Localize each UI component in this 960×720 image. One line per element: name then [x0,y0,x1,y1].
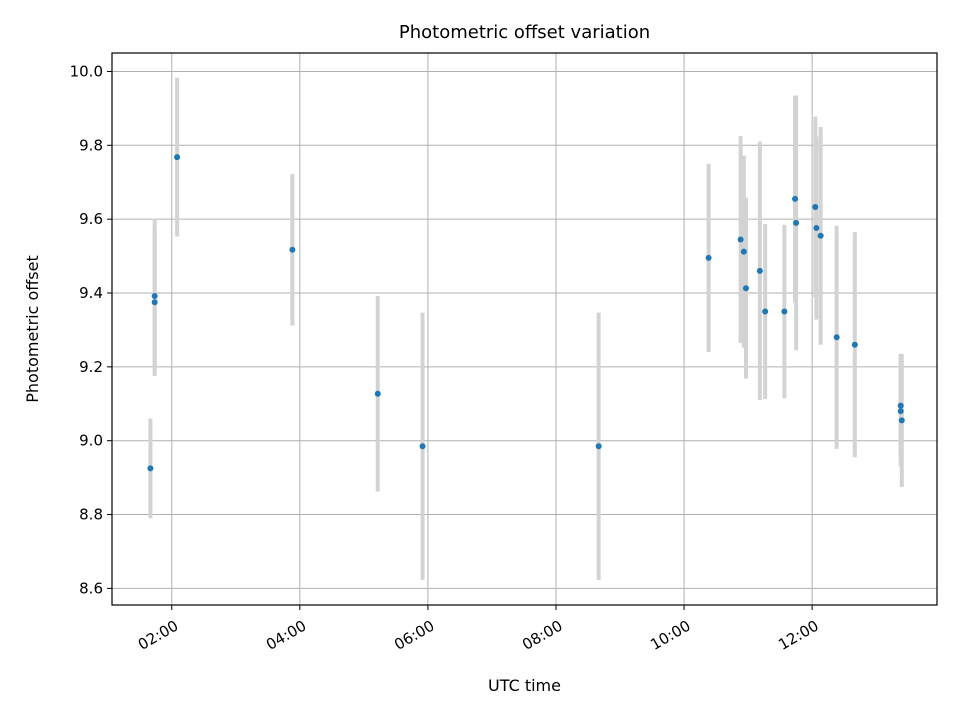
data-point [289,246,296,253]
data-point [762,308,769,315]
data-point [374,390,381,397]
data-point [740,248,747,255]
data-point [812,203,819,210]
y-tick-label: 9.2 [79,358,103,376]
data-points [147,154,905,472]
data-point [174,154,181,161]
y-tick-label: 9.4 [79,284,103,302]
data-point [813,225,820,232]
data-point [897,408,904,415]
data-point [737,236,744,243]
y-tick-label: 9.0 [79,432,103,450]
chart-title: Photometric offset variation [399,22,650,43]
data-point [151,299,158,306]
data-point [419,443,426,450]
y-tick-label: 10.0 [70,62,103,80]
data-point [595,443,602,450]
y-tick-label: 8.6 [79,579,103,597]
data-point [792,195,799,202]
y-tick-label: 9.8 [79,136,103,154]
y-axis-ticks: 8.6 8.8 9.0 9.2 9.4 9.6 9.8 10.0 [70,62,112,597]
x-axis-label: UTC time [488,676,561,695]
y-axis-label: Photometric offset [23,255,42,403]
y-tick-label: 9.6 [79,210,103,228]
plot-frame [111,52,938,606]
data-point [742,285,749,292]
data-point [705,254,712,261]
data-point [756,267,763,274]
data-point [851,341,858,348]
data-point [833,334,840,341]
data-point [781,308,788,315]
data-point [793,219,800,226]
data-point [897,402,904,409]
data-point [151,292,158,299]
data-point [147,465,154,472]
data-point [817,232,824,239]
data-point [898,417,905,424]
y-gridlines [112,70,937,589]
y-tick-label: 8.8 [79,506,103,524]
